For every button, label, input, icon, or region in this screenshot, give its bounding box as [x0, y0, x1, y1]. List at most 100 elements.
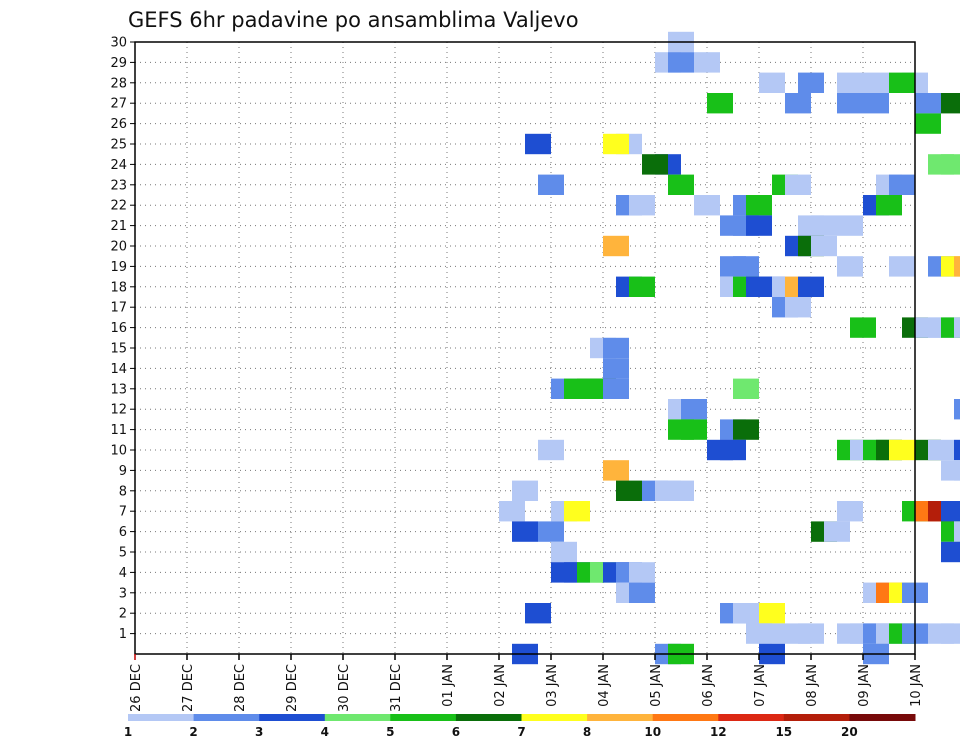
y-axis: 1234567891011121314151617181920212223242…: [110, 36, 135, 642]
heatmap-cell: [720, 439, 746, 461]
x-tick-label: 06 JAN: [701, 664, 716, 707]
heatmap-cell: [746, 215, 772, 236]
heatmap-cell: [954, 460, 960, 481]
heatmap-cell: [759, 603, 785, 624]
y-tick-label: 8: [119, 484, 127, 499]
heatmap-cell: [759, 72, 785, 93]
heatmap-cell: [889, 256, 915, 277]
heatmap-cell: [889, 174, 915, 195]
heatmap-cell: [837, 93, 863, 114]
heatmap-cell: [668, 480, 694, 501]
heatmap-cell: [629, 582, 655, 603]
x-tick-label: 05 JAN: [649, 664, 664, 707]
heatmap-cell: [811, 215, 837, 236]
heatmap-cell: [707, 93, 733, 114]
heatmap-cell: [499, 501, 525, 522]
heatmap-cell: [551, 541, 577, 563]
heatmap-cell: [954, 256, 960, 277]
legend-level-label: 3: [255, 725, 263, 739]
legend-level-label: 4: [321, 725, 329, 739]
heatmap-cell: [681, 399, 707, 420]
heatmap-cell: [889, 439, 915, 461]
heatmap-cell: [798, 623, 824, 644]
x-tick-label: 30 DEC: [337, 664, 352, 712]
heatmap-cell: [941, 541, 960, 563]
y-tick-label: 3: [119, 586, 127, 601]
data-cells: [499, 31, 960, 665]
legend-color-swatch: [193, 714, 260, 721]
legend-level-label: 15: [775, 725, 792, 739]
heatmap-cell: [733, 256, 759, 277]
y-tick-label: 5: [119, 546, 127, 561]
heatmap-cell: [538, 439, 564, 461]
heatmap-cell: [928, 439, 954, 461]
legend-level-label: 20: [841, 725, 858, 739]
heatmap-cell: [538, 174, 564, 195]
heatmap-cell: [512, 521, 538, 542]
y-tick-label: 6: [119, 525, 127, 540]
y-tick-label: 28: [110, 76, 127, 91]
heatmap-cell: [941, 501, 960, 522]
heatmap-cell: [785, 93, 811, 114]
legend-level-label: 5: [386, 725, 394, 739]
y-tick-label: 14: [110, 362, 127, 377]
legend-color-swatch: [259, 714, 326, 721]
y-tick-label: 16: [110, 321, 127, 336]
heatmap-cell: [759, 623, 785, 644]
x-tick-label: 27 DEC: [181, 664, 196, 712]
heatmap-cell: [837, 215, 863, 236]
heatmap-cell: [954, 317, 960, 338]
heatmap-cell: [785, 174, 811, 195]
heatmap-cell: [915, 113, 941, 134]
heatmap-cell: [733, 419, 759, 440]
legend-color-swatch: [455, 714, 522, 721]
heatmap-cell: [876, 195, 902, 216]
y-tick-label: 18: [110, 280, 127, 295]
heatmap-cell: [863, 72, 889, 93]
x-tick-label: 04 JAN: [597, 664, 612, 707]
y-tick-label: 30: [110, 36, 127, 51]
heatmap-cell: [603, 133, 629, 155]
legend-level-label: 8: [583, 725, 591, 739]
heatmap-cell: [668, 52, 694, 73]
heatmap-cell: [629, 195, 655, 216]
x-tick-label: 07 JAN: [753, 664, 768, 707]
legend-level-label: 12: [710, 725, 727, 739]
heatmap-cell: [954, 521, 960, 542]
x-tick-label: 29 DEC: [285, 664, 300, 712]
x-tick-label: 08 JAN: [805, 664, 820, 707]
legend-color-swatch: [324, 714, 391, 721]
heatmap-cell: [915, 93, 941, 114]
legend-level-label: 2: [189, 725, 197, 739]
heatmap-cell: [577, 378, 603, 399]
legend-level-label: 6: [452, 725, 460, 739]
y-tick-label: 17: [110, 301, 127, 316]
heatmap-cell: [603, 358, 629, 379]
y-tick-label: 26: [110, 117, 127, 132]
y-tick-label: 4: [119, 566, 127, 581]
heatmap-cell: [837, 72, 863, 93]
y-tick-label: 20: [110, 240, 127, 255]
heatmap-cell: [642, 154, 668, 175]
y-tick-label: 25: [110, 138, 127, 153]
heatmap-cell: [824, 521, 850, 542]
heatmap-cell: [603, 337, 629, 359]
x-tick-label: 09 JAN: [857, 664, 872, 707]
chart-title: GEFS 6hr padavine po ansamblima Valjevo: [128, 8, 579, 32]
legend-color-swatch: [849, 714, 916, 721]
x-axis: 26 DEC 27 DEC 28 DEC 29 DEC 30 DEC 31 DEC 01 J…: [129, 654, 924, 712]
y-tick-label: 21: [110, 219, 127, 234]
legend-color-swatch: [718, 714, 785, 721]
x-tick-label: 02 JAN: [493, 664, 508, 707]
legend-color-swatch: [521, 714, 588, 721]
legend-color-swatch: [587, 714, 654, 721]
heatmap-cell: [629, 276, 655, 297]
heatmap-cell: [525, 603, 551, 624]
legend-level-label: 1: [124, 725, 132, 739]
x-tick-label: 03 JAN: [545, 664, 560, 707]
y-tick-label: 29: [110, 56, 127, 71]
x-tick-label: 10 JAN: [909, 664, 924, 707]
y-tick-label: 9: [119, 464, 127, 479]
heatmap-cell: [785, 297, 811, 318]
